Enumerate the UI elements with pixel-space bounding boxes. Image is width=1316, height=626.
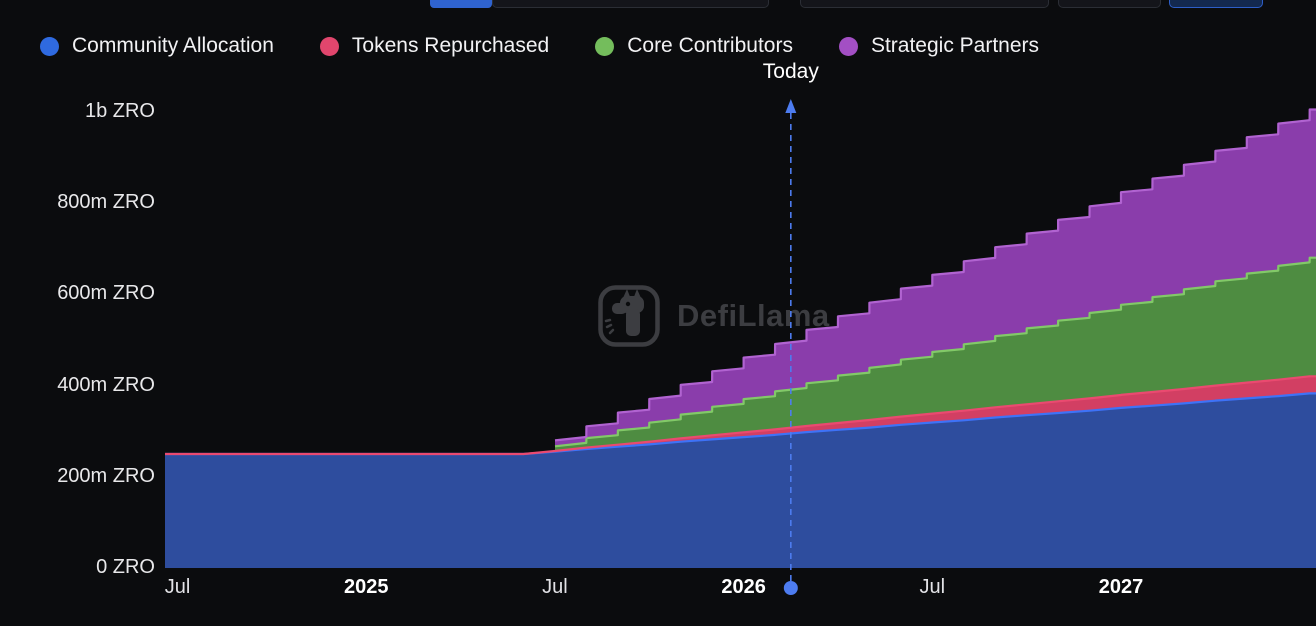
y-tick-label: 600m ZRO (57, 282, 155, 305)
defillama-logo-icon (598, 285, 660, 347)
legend-dot-icon (319, 36, 339, 56)
area-core-contributors (555, 257, 1316, 451)
chart-legend: Community Allocation Tokens Repurchased Co… (40, 34, 1039, 58)
legend-label: Tokens Repurchased (351, 34, 550, 57)
today-label: Today (762, 60, 819, 83)
defillama-watermark: DefiLlama (597, 284, 830, 348)
legend-label: Core Contributors (627, 34, 793, 57)
area-strategic-partners (555, 109, 1316, 447)
toolbar-input-fragment-2[interactable] (800, 0, 1049, 8)
y-tick-label: 200m ZRO (57, 464, 155, 487)
toolbar-input-fragment[interactable] (492, 0, 769, 8)
toolbar-primary-button-fragment[interactable] (1169, 0, 1263, 8)
legend-dot-icon (595, 36, 615, 56)
x-tick-label: 2026 (721, 576, 766, 598)
legend-item-community-allocation[interactable]: Community Allocation (40, 34, 274, 58)
y-tick-label: 0 ZRO (96, 556, 155, 578)
legend-label: Strategic Partners (870, 34, 1040, 57)
x-tick-label: 2025 (344, 576, 389, 598)
toolbar-active-toggle-fragment[interactable] (430, 0, 492, 8)
x-tick-label: Jul (164, 576, 191, 598)
line-core-contributors (554, 256, 1316, 448)
y-tick-label: 800m ZRO (57, 191, 155, 214)
legend-item-tokens-repurchased[interactable]: Tokens Repurchased (319, 34, 550, 58)
today-dot (783, 581, 798, 595)
x-tick-label: Jul (919, 576, 946, 598)
legend-item-strategic-partners[interactable]: Strategic Partners (838, 34, 1040, 58)
x-tick-label: 2027 (1098, 576, 1144, 598)
toolbar-select-fragment[interactable] (1058, 0, 1161, 8)
y-tick-label: 1b ZRO (84, 100, 155, 122)
watermark-text: DefiLlama (677, 298, 830, 333)
legend-item-core-contributors[interactable]: Core Contributors (595, 34, 793, 58)
line-strategic-partners (554, 108, 1316, 442)
today-arrow-icon (785, 99, 797, 113)
line-tokens-repurchased (165, 375, 1316, 456)
y-tick-label: 400m ZRO (57, 373, 155, 396)
legend-dot-icon (40, 36, 59, 56)
area-community-allocation (165, 393, 1316, 568)
legend-label: Community Allocation (72, 34, 274, 57)
x-tick-label: Jul (542, 576, 568, 598)
legend-dot-icon (838, 36, 858, 56)
